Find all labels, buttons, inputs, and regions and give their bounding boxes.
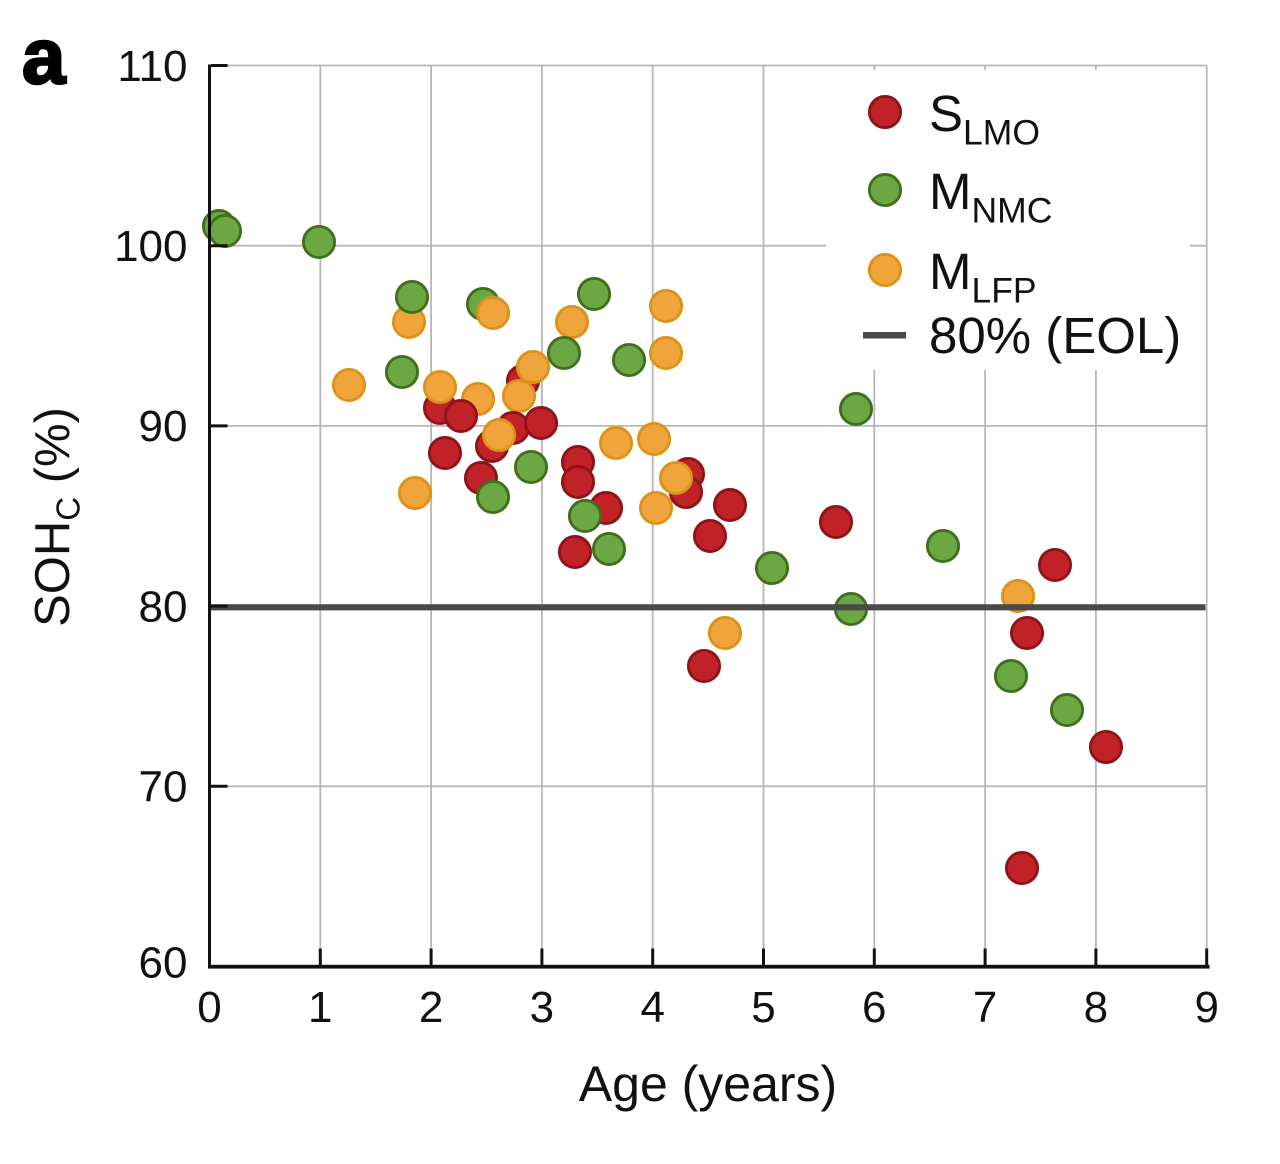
svg-text:4: 4 (640, 983, 664, 1032)
svg-text:110: 110 (117, 42, 187, 91)
svg-text:0: 0 (197, 983, 221, 1032)
svg-text:80% (EOL): 80% (EOL) (929, 307, 1181, 364)
svg-text:70: 70 (139, 763, 188, 812)
svg-text:60: 60 (139, 938, 188, 987)
svg-text:3: 3 (530, 983, 554, 1032)
svg-text:1: 1 (308, 983, 332, 1032)
svg-text:MLFP: MLFP (929, 243, 1037, 311)
svg-text:7: 7 (973, 983, 997, 1032)
svg-text:Age (years): Age (years) (579, 1056, 837, 1112)
svg-text:80: 80 (139, 582, 188, 631)
svg-text:2: 2 (419, 983, 443, 1032)
svg-text:8: 8 (1084, 983, 1108, 1032)
svg-text:9: 9 (1194, 983, 1218, 1032)
svg-text:a: a (22, 12, 66, 100)
svg-text:90: 90 (139, 402, 188, 451)
svg-text:SOHC (%): SOHC (%) (26, 407, 87, 627)
svg-text:100: 100 (114, 222, 187, 271)
svg-text:6: 6 (862, 983, 886, 1032)
svg-text:5: 5 (751, 983, 775, 1032)
